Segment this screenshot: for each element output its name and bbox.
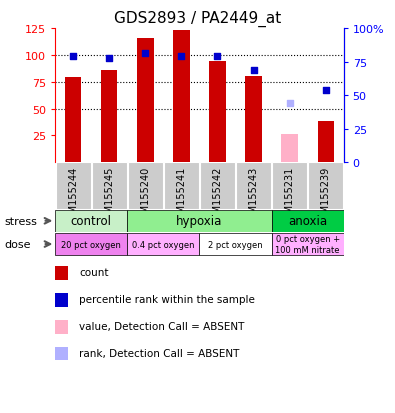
Bar [245,77,261,163]
Bar [92,163,127,210]
Text: GSM155245: GSM155245 [104,166,115,226]
Point [286,101,293,107]
Point [70,54,77,60]
Text: GSM155239: GSM155239 [321,166,331,225]
Point [106,55,113,62]
Bar [56,163,90,210]
Bar [101,71,117,163]
Bar [127,210,272,233]
Bar [308,163,343,210]
Bar [128,163,163,210]
Bar [127,233,199,256]
Text: GSM155240: GSM155240 [140,166,150,225]
Bar [137,38,154,163]
Text: anoxia: anoxia [288,215,327,228]
Bar [55,233,127,256]
Text: 2 pct oxygen: 2 pct oxygen [208,240,263,249]
Text: 0.4 pct oxygen: 0.4 pct oxygen [132,240,195,249]
Bar [55,210,127,233]
Text: GSM155231: GSM155231 [284,166,295,225]
Point [322,87,329,94]
Point [178,54,184,60]
Text: rank, Detection Call = ABSENT: rank, Detection Call = ABSENT [79,348,239,358]
Bar [272,233,344,256]
Bar [200,163,235,210]
Text: GSM155242: GSM155242 [213,166,222,226]
Text: stress: stress [4,216,37,226]
Text: control: control [71,215,112,228]
Bar [65,78,81,163]
Bar [199,233,272,256]
Point [142,51,149,58]
Text: GDS2893 / PA2449_at: GDS2893 / PA2449_at [114,10,281,26]
Text: percentile rank within the sample: percentile rank within the sample [79,294,255,304]
Bar [318,122,334,163]
Bar [164,163,199,210]
Text: hypoxia: hypoxia [176,215,223,228]
Text: GSM155243: GSM155243 [248,166,259,225]
Bar [236,163,271,210]
Bar [272,163,307,210]
Text: GSM155244: GSM155244 [68,166,78,225]
Bar [282,135,298,163]
Text: count: count [79,268,109,278]
Point [214,54,221,60]
Text: GSM155241: GSM155241 [177,166,186,225]
Bar [272,210,344,233]
Text: value, Detection Call = ABSENT: value, Detection Call = ABSENT [79,321,245,331]
Text: dose: dose [4,240,30,249]
Text: 0 pct oxygen +
100 mM nitrate: 0 pct oxygen + 100 mM nitrate [275,235,340,254]
Point [250,67,257,74]
Bar [209,62,226,163]
Text: 20 pct oxygen: 20 pct oxygen [61,240,121,249]
Bar [173,31,190,163]
